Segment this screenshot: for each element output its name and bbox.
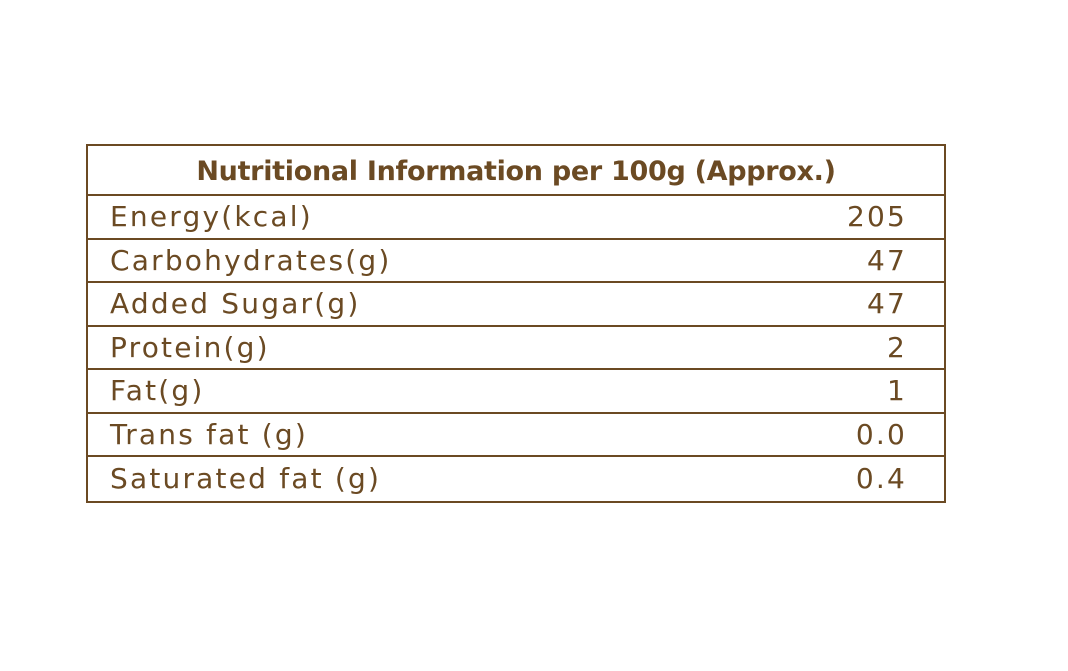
row-value: 205 bbox=[846, 200, 907, 234]
row-value: 47 bbox=[866, 287, 907, 321]
table-row-protein: Protein(g) 2 bbox=[88, 327, 944, 370]
row-label: Protein(g) bbox=[110, 330, 270, 364]
table-title: Nutritional Information per 100g (Approx… bbox=[88, 146, 944, 196]
table-row-energy: Energy(kcal) 205 bbox=[88, 196, 944, 240]
row-label: Energy(kcal) bbox=[110, 200, 313, 234]
table-row-saturated-fat: Saturated fat (g) 0.4 bbox=[88, 457, 944, 501]
row-value: 0.4 bbox=[855, 462, 907, 496]
row-label: Saturated fat (g) bbox=[110, 462, 382, 496]
row-value: 1 bbox=[886, 374, 907, 408]
row-label: Carbohydrates(g) bbox=[110, 243, 392, 277]
nutrition-table: Nutritional Information per 100g (Approx… bbox=[86, 144, 946, 503]
table-row-carbohydrates: Carbohydrates(g) 47 bbox=[88, 240, 944, 283]
row-value: 47 bbox=[866, 243, 907, 277]
row-label: Trans fat (g) bbox=[110, 417, 309, 451]
table-row-fat: Fat(g) 1 bbox=[88, 370, 944, 414]
row-value: 0.0 bbox=[855, 417, 907, 451]
table-row-added-sugar: Added Sugar(g) 47 bbox=[88, 283, 944, 327]
row-label: Added Sugar(g) bbox=[110, 287, 361, 321]
table-row-trans-fat: Trans fat (g) 0.0 bbox=[88, 414, 944, 457]
row-value: 2 bbox=[886, 330, 907, 364]
row-label: Fat(g) bbox=[110, 374, 205, 408]
